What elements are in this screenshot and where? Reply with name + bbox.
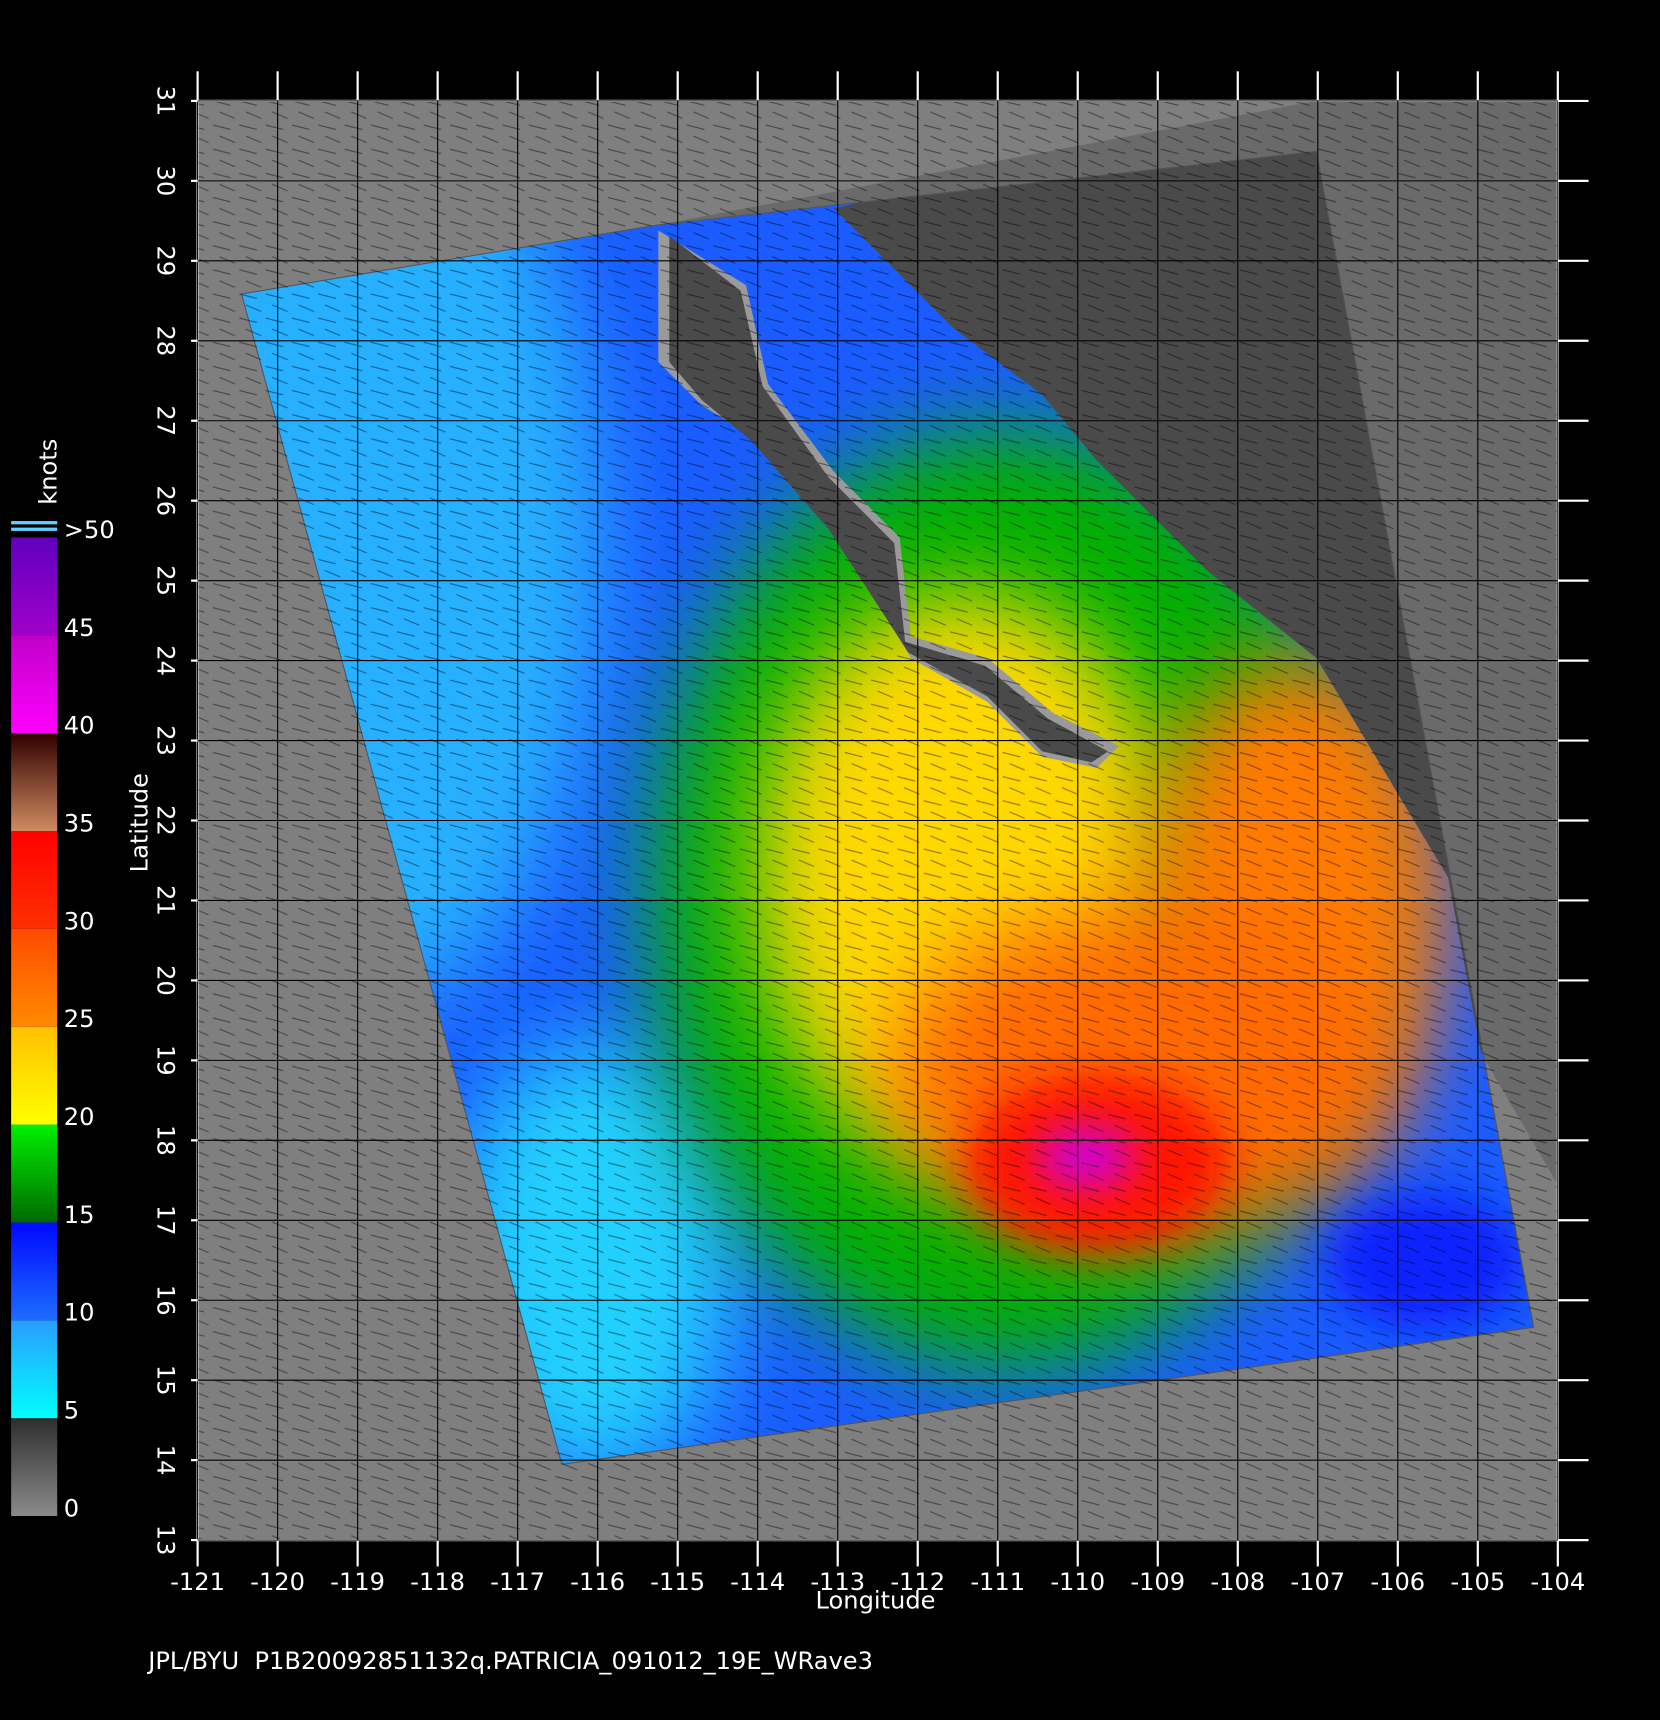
colorbar-label: 15 [64,1201,95,1229]
colorbar-segment [11,831,58,929]
y-tick-label: 27 [152,405,180,436]
colorbar-label: 30 [64,907,95,935]
x-tick-label: -108 [1210,1568,1265,1596]
x-tick-label: -112 [890,1568,945,1596]
y-tick-label: 29 [152,245,180,276]
y-tick-label: 16 [152,1285,180,1316]
x-tick-label: -113 [810,1568,865,1596]
colorbar-segment [11,1222,58,1321]
colorbar-segment [11,537,58,636]
y-tick-label: 18 [152,1125,180,1156]
y-tick-label: 26 [152,485,180,516]
colorbar-unit: knots [35,439,63,505]
x-tick-label: -105 [1450,1568,1505,1596]
y-tick-label: 13 [152,1525,180,1556]
x-tick-label: -116 [570,1568,625,1596]
colorbar-label: 0 [64,1494,79,1522]
y-tick-label: 20 [152,965,180,996]
x-tick-label: -121 [170,1568,225,1596]
colorbar-cap [11,521,58,525]
x-tick-label: -107 [1290,1568,1345,1596]
y-tick-label: 28 [152,325,180,356]
colorbar-segment [11,733,58,832]
x-tick-label: -117 [490,1568,545,1596]
x-tick-label: -111 [970,1568,1025,1596]
colorbar-cap [11,527,58,531]
x-tick-label: -114 [730,1568,785,1596]
y-tick-label: 23 [152,725,180,756]
colorbar-segment [11,928,58,1027]
y-tick-label: 31 [152,86,180,117]
y-tick-label: 14 [152,1445,180,1476]
y-tick-label: 19 [152,1045,180,1076]
y-axis-label: Latitude [126,773,154,872]
x-tick-label: -118 [410,1568,465,1596]
y-tick-label: 15 [152,1365,180,1396]
colorbar-segment [11,1026,58,1125]
colorbar-label: 35 [64,809,95,837]
colorbar-label: 40 [64,712,95,740]
colorbar-label: >50 [64,516,115,544]
x-tick-label: -106 [1370,1568,1425,1596]
colorbar-label: 10 [64,1299,95,1327]
y-tick-label: 17 [152,1205,180,1236]
y-tick-label: 30 [152,166,180,197]
colorbar-label: 5 [64,1397,79,1425]
x-tick-label: -104 [1530,1568,1585,1596]
x-tick-label: -109 [1130,1568,1185,1596]
x-tick-label: -110 [1050,1568,1105,1596]
colorbar-segment [11,1124,58,1223]
colorbar-label: 20 [64,1103,95,1131]
footer: JPL/BYU P1B20092851132q.PATRICIA_091012_… [146,1647,873,1675]
x-tick-label: -120 [250,1568,305,1596]
y-tick-label: 25 [152,565,180,596]
x-tick-label: -119 [330,1568,385,1596]
y-tick-label: 22 [152,805,180,836]
colorbar-segment [11,1418,58,1516]
map-area [197,100,1558,1541]
colorbar-segment [11,1320,58,1419]
colorbar-label: 25 [64,1005,95,1033]
y-tick-label: 24 [152,645,180,676]
colorbar-label: 45 [64,614,95,642]
x-axis-label: Longitude [816,1587,936,1615]
y-tick-label: 21 [152,885,180,916]
colorbar-segment [11,635,58,734]
x-tick-label: -115 [650,1568,705,1596]
